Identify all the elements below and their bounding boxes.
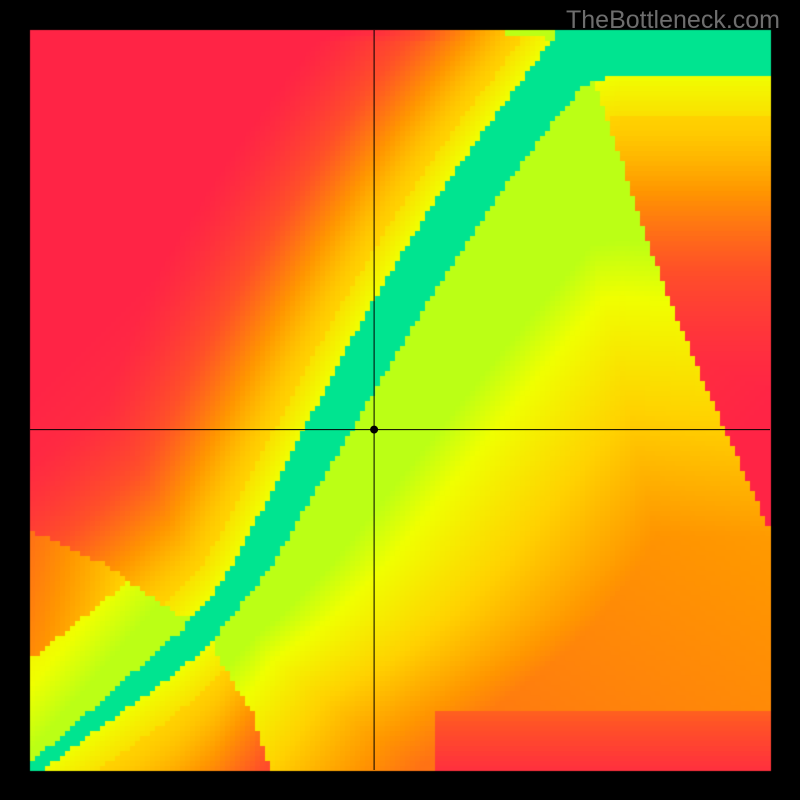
chart-container: { "watermark": { "text": "TheBottleneck.… — [0, 0, 800, 800]
watermark-text: TheBottleneck.com — [566, 6, 780, 35]
overlay-layer — [0, 0, 800, 800]
crosshair-marker — [370, 426, 378, 434]
